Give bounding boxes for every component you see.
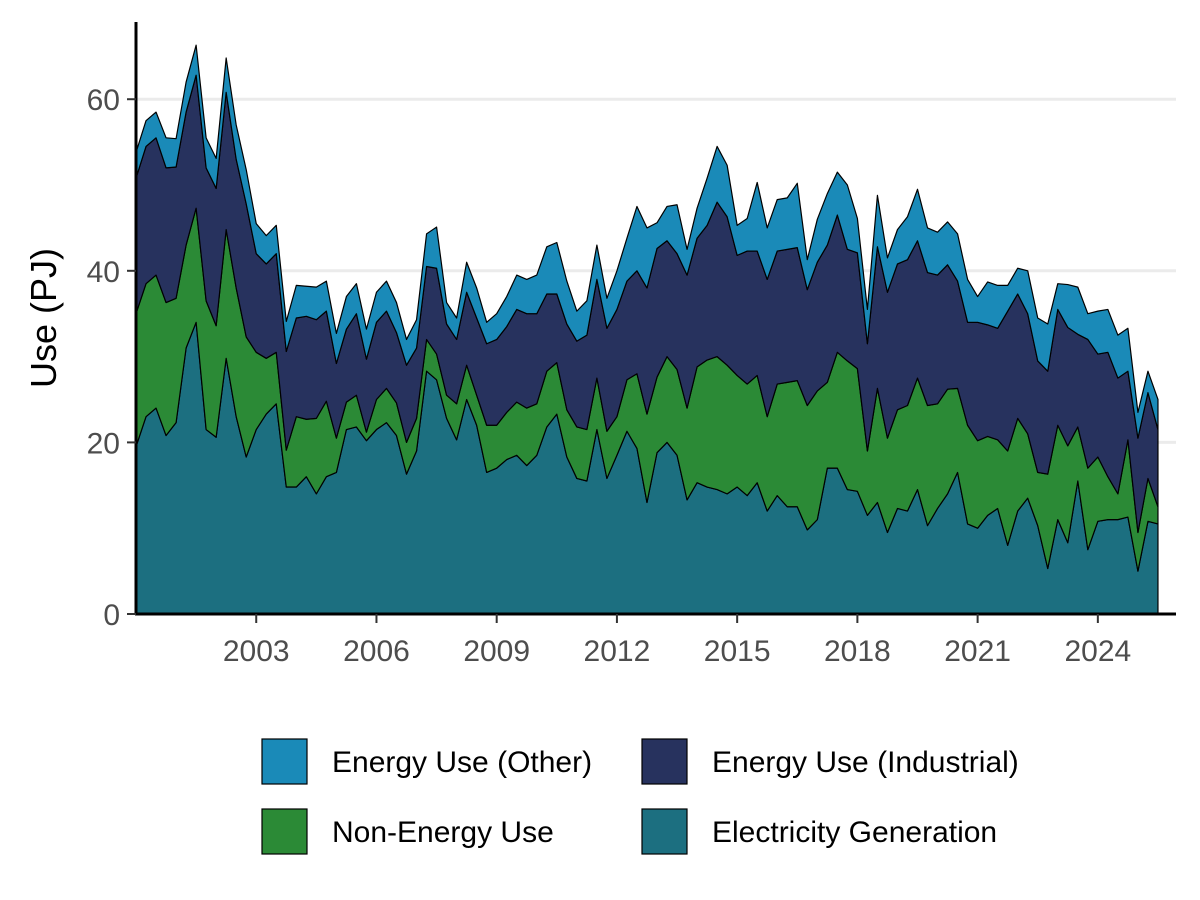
x-tick-label: 2024 [1064,635,1131,668]
x-tick-label: 2015 [704,635,771,668]
area-energy-use-other [135,44,1159,439]
x-tick-label: 2009 [463,635,530,668]
legend-item: Energy Use (Other) [261,738,592,785]
x-tick-label: 2018 [824,635,891,668]
legend-swatch [261,738,308,785]
x-tick-label: 2012 [584,635,651,668]
x-tick-label: 2006 [343,635,410,668]
y-ticks: 0 20 40 60 [87,84,136,632]
legend: Energy Use (Other) Energy Use (Industrial… [261,738,1019,855]
legend-swatch [641,808,688,855]
legend-item: Electricity Generation [641,808,997,855]
y-tick-label: 20 [87,427,120,460]
legend-label: Non-Energy Use [332,816,554,849]
x-tick-label: 2021 [944,635,1011,668]
legend-swatch [641,738,688,785]
y-tick-label: 40 [87,256,120,289]
legend-label: Energy Use (Industrial) [712,746,1019,779]
legend-swatch [261,808,308,855]
y-tick-label: 60 [87,84,120,117]
axes [134,22,1176,616]
y-tick-label: 0 [103,599,120,632]
legend-item: Non-Energy Use [261,808,554,855]
x-ticks: 2003 2006 2009 2012 2015 2018 2021 2024 [223,614,1131,668]
legend-item: Energy Use (Industrial) [641,738,1019,785]
legend-label: Electricity Generation [712,816,997,849]
x-tick-label: 2003 [223,635,290,668]
stacked-areas [135,44,1159,615]
legend-label: Energy Use (Other) [332,746,592,779]
y-axis-title: Use (PJ) [23,248,64,388]
